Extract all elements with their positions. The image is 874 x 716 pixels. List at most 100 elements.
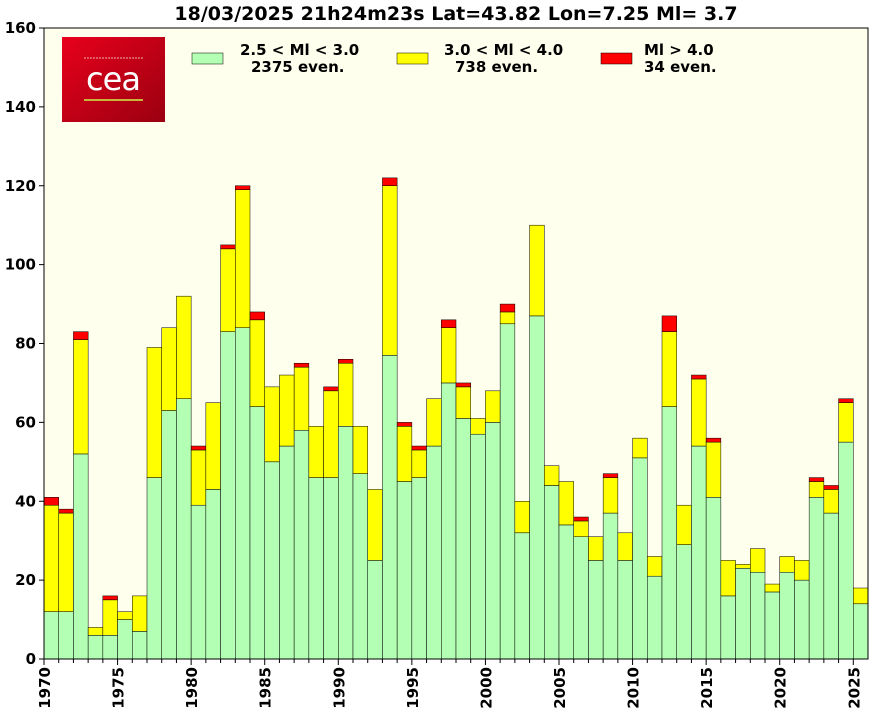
bar-1977-series-0 bbox=[146, 477, 162, 660]
bar-2000-series-1 bbox=[485, 390, 501, 423]
bar-1997-series-0 bbox=[441, 382, 457, 660]
x-tick-label: 1980 bbox=[183, 667, 201, 709]
bar-2022-series-1 bbox=[808, 481, 825, 498]
bar-1995-series-1 bbox=[411, 449, 427, 478]
bar-2005-series-0 bbox=[558, 524, 574, 660]
bar-2006-series-1 bbox=[573, 520, 589, 537]
bar-1975-series-0 bbox=[117, 619, 133, 660]
bar-1974-series-0 bbox=[102, 635, 118, 660]
bar-1970-series-0 bbox=[43, 611, 59, 660]
bar-2008-series-0 bbox=[602, 512, 619, 660]
bar-2001-series-1 bbox=[499, 311, 516, 325]
bar-1989-series-1 bbox=[323, 390, 339, 478]
bar-2022-series-0 bbox=[808, 497, 825, 660]
x-tick-label: 2015 bbox=[698, 667, 716, 709]
x-tick-label: 2005 bbox=[551, 667, 569, 709]
bar-1970-series-1 bbox=[43, 504, 59, 612]
x-tick-label: 1970 bbox=[36, 667, 54, 709]
bar-2006-series-0 bbox=[573, 536, 589, 660]
bar-1972-series-2 bbox=[73, 331, 89, 340]
bar-1998-series-2 bbox=[455, 382, 471, 388]
y-tick-label: 40 bbox=[15, 492, 36, 510]
bar-1980-series-1 bbox=[190, 449, 207, 506]
bar-2024-series-1 bbox=[838, 402, 854, 443]
bar-1987-series-2 bbox=[293, 362, 310, 368]
bar-1984-series-1 bbox=[249, 319, 265, 407]
bar-1988-series-0 bbox=[308, 477, 324, 660]
bar-2000-series-0 bbox=[485, 422, 501, 660]
bar-1980-series-2 bbox=[190, 445, 207, 451]
bar-2004-series-0 bbox=[544, 485, 560, 660]
bar-2001-series-2 bbox=[499, 303, 516, 313]
x-tick-label: 1995 bbox=[404, 667, 422, 709]
bar-2001-series-0 bbox=[499, 323, 516, 660]
x-tick-label: 1975 bbox=[110, 667, 128, 709]
bar-1999-series-0 bbox=[470, 433, 486, 660]
legend-swatch-high bbox=[600, 52, 633, 65]
bar-1972-series-1 bbox=[73, 339, 89, 455]
bar-2012-series-1 bbox=[661, 331, 677, 407]
legend-label-high: Ml > 4.0 bbox=[644, 41, 714, 59]
bar-1993-series-0 bbox=[382, 355, 398, 660]
bar-1998-series-0 bbox=[455, 418, 471, 660]
bar-1985-series-0 bbox=[264, 461, 280, 660]
bar-2018-series-1 bbox=[750, 548, 766, 573]
bar-1993-series-2 bbox=[382, 177, 398, 187]
chart-title: 18/03/2025 21h24m23s Lat=43.82 Lon=7.25 … bbox=[174, 3, 737, 25]
bar-2008-series-2 bbox=[602, 473, 619, 478]
bar-2006-series-2 bbox=[573, 516, 589, 522]
bar-1982-series-0 bbox=[220, 331, 236, 660]
legend-label-mid: 3.0 < Ml < 4.0 bbox=[444, 41, 563, 59]
bar-1990-series-0 bbox=[338, 426, 354, 660]
bar-1984-series-2 bbox=[249, 311, 265, 321]
bar-1977-series-1 bbox=[146, 347, 162, 478]
bar-1994-series-0 bbox=[396, 481, 413, 660]
bar-1991-series-1 bbox=[352, 426, 368, 474]
bar-1989-series-2 bbox=[323, 386, 339, 392]
bar-1996-series-1 bbox=[426, 398, 442, 447]
bar-2011-series-0 bbox=[647, 575, 663, 660]
bar-2002-series-0 bbox=[514, 532, 530, 660]
bar-2010-series-0 bbox=[632, 457, 648, 660]
legend-count-high: 34 even. bbox=[644, 58, 717, 76]
svg-text:cea: cea bbox=[86, 60, 140, 98]
bar-2015-series-1 bbox=[705, 441, 722, 498]
bar-2019-series-0 bbox=[764, 591, 780, 660]
legend-swatch-mid bbox=[396, 52, 429, 65]
legend-swatch-low bbox=[191, 52, 224, 65]
bar-1979-series-0 bbox=[176, 398, 192, 660]
bar-2007-series-1 bbox=[588, 536, 604, 561]
bar-2025-series-0 bbox=[853, 603, 869, 660]
bar-2023-series-2 bbox=[823, 485, 839, 490]
x-tick-label: 2025 bbox=[845, 667, 863, 709]
bar-1995-series-0 bbox=[411, 477, 427, 660]
bar-2017-series-0 bbox=[735, 568, 751, 660]
legend-label-low: 2.5 < Ml < 3.0 bbox=[240, 41, 359, 59]
bar-2021-series-1 bbox=[794, 560, 810, 581]
bar-2020-series-1 bbox=[779, 556, 795, 573]
bar-1976-series-0 bbox=[132, 631, 148, 660]
legend-count-low: 2375 even. bbox=[251, 58, 344, 76]
y-tick-label: 120 bbox=[5, 177, 36, 195]
bar-1986-series-0 bbox=[279, 445, 295, 660]
bar-2011-series-1 bbox=[647, 556, 663, 577]
bar-2007-series-0 bbox=[588, 560, 604, 660]
bar-1980-series-0 bbox=[190, 504, 207, 660]
bar-2008-series-1 bbox=[602, 477, 619, 514]
bar-1983-series-0 bbox=[235, 327, 251, 660]
bar-1986-series-1 bbox=[279, 374, 295, 447]
bar-1973-series-1 bbox=[87, 627, 104, 636]
bar-2014-series-0 bbox=[691, 445, 707, 660]
bar-2004-series-1 bbox=[544, 465, 560, 486]
bar-1983-series-1 bbox=[235, 189, 251, 328]
bar-1972-series-0 bbox=[73, 453, 89, 660]
bar-2024-series-2 bbox=[838, 398, 854, 403]
bar-1971-series-1 bbox=[58, 512, 74, 612]
y-tick-label: 140 bbox=[5, 98, 36, 116]
bar-1992-series-0 bbox=[367, 560, 383, 660]
bar-1990-series-2 bbox=[338, 359, 354, 364]
bar-1997-series-1 bbox=[441, 327, 457, 384]
bar-2024-series-0 bbox=[838, 441, 854, 660]
bar-1970-series-2 bbox=[43, 497, 59, 506]
